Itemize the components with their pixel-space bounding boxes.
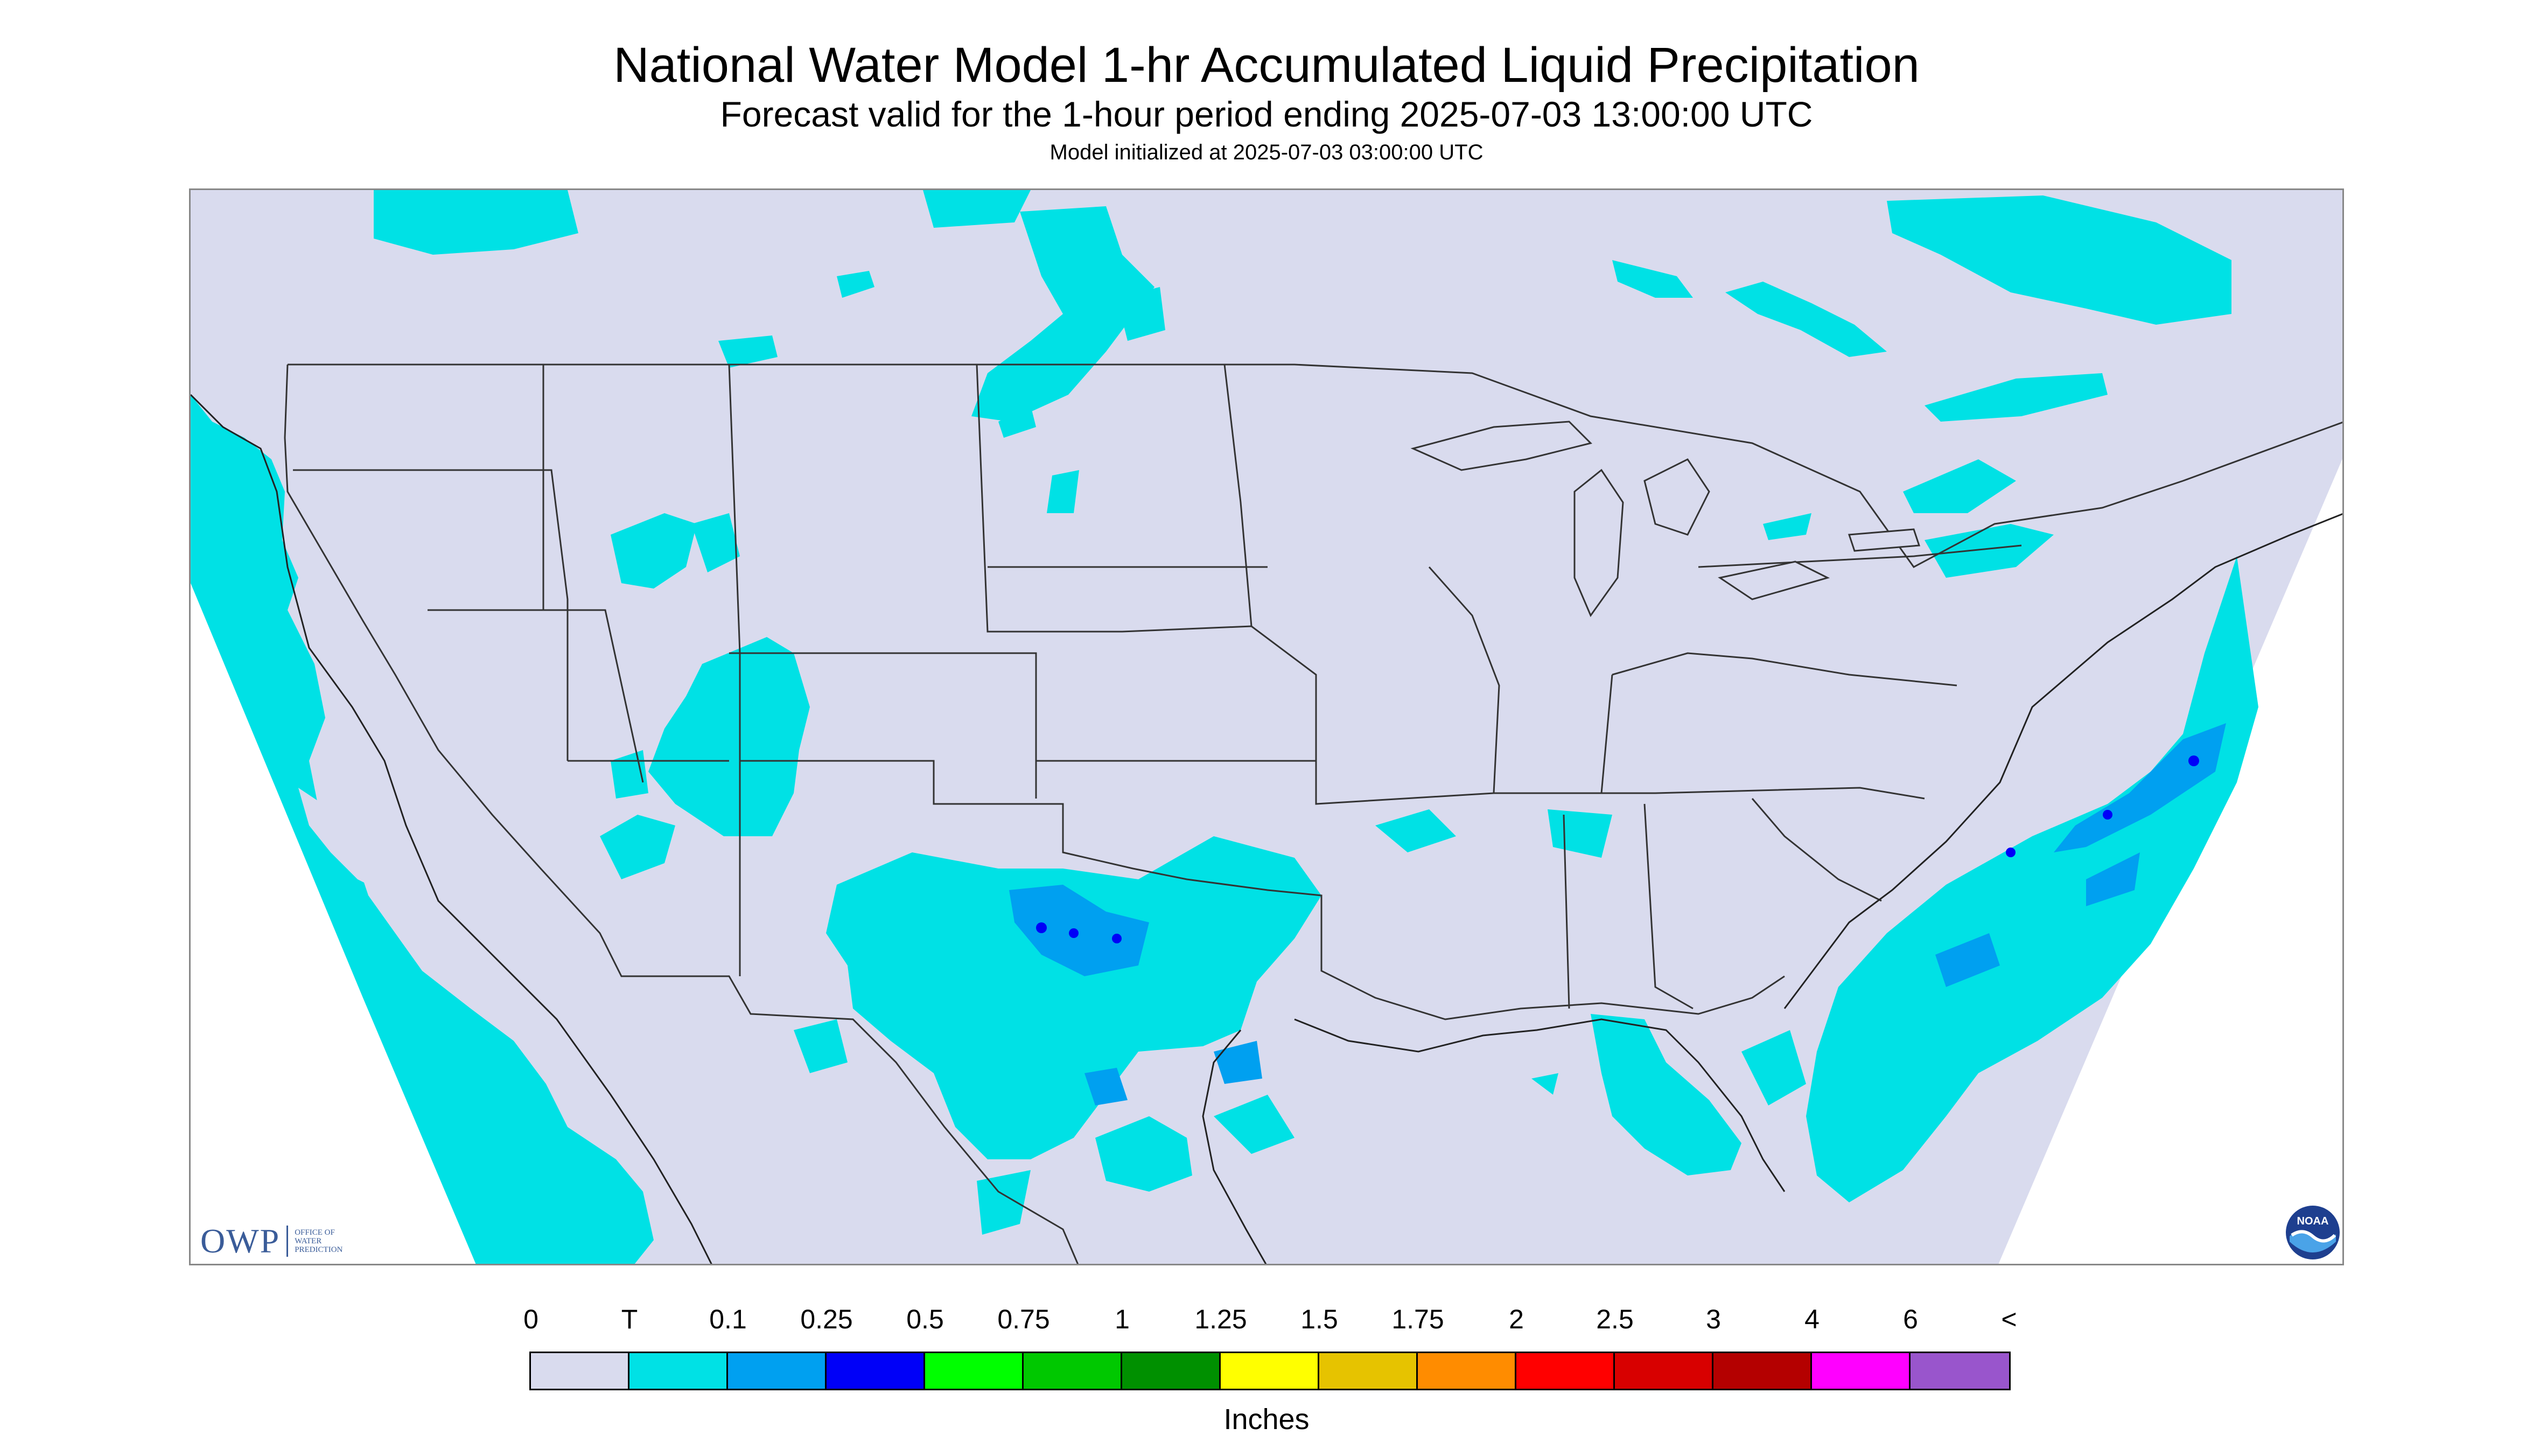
- legend-label: 1.75: [1391, 1304, 1444, 1334]
- legend-swatch: [1615, 1353, 1713, 1389]
- texas-heavy-precip: [1009, 885, 1262, 1105]
- legend-label: 0.25: [800, 1304, 853, 1334]
- legend-label: 1: [1115, 1304, 1130, 1334]
- legend-swatch: [1122, 1353, 1221, 1389]
- owp-logo-mark: OWP: [200, 1222, 281, 1260]
- owp-logo-line: WATER: [295, 1237, 322, 1245]
- atlantic-heavy-precip: [1935, 723, 2226, 987]
- legend-swatch: [1911, 1353, 2009, 1389]
- legend-swatch: [1221, 1353, 1319, 1389]
- precipitation-map: [189, 188, 2344, 1265]
- map-title: National Water Model 1-hr Accumulated Li…: [613, 38, 1920, 93]
- coastlines: [191, 394, 2342, 1264]
- map-canvas: [191, 190, 2342, 1264]
- legend-swatch: [728, 1353, 827, 1389]
- legend-swatch: [629, 1353, 728, 1389]
- legend-label: T: [621, 1304, 638, 1334]
- legend-labels: 0 T 0.1 0.25 0.5 0.75 1 1.25 1.5 1.75 2 2.5 3 4 6 <: [0, 1303, 2533, 1341]
- legend-label: 2: [1509, 1304, 1524, 1334]
- texas-core-precip: [1036, 922, 1122, 943]
- great-lakes: [1410, 421, 1921, 618]
- owp-logo-line: PREDICTION: [295, 1245, 343, 1254]
- owp-logo-text: OFFICE OF WATER PREDICTION: [295, 1228, 375, 1254]
- model-domain: [191, 190, 2342, 1264]
- legend-swatch: [1319, 1353, 1418, 1389]
- legend-label: 0.1: [709, 1304, 747, 1334]
- west-precip-patches: [600, 470, 1079, 879]
- noaa-seal-icon: NOAA: [2286, 1206, 2340, 1259]
- legend-swatch: [531, 1353, 629, 1389]
- legend-label: 2.5: [1596, 1304, 1634, 1334]
- svg-text:NOAA: NOAA: [2297, 1215, 2329, 1227]
- model-init-time: Model initialized at 2025-07-03 03:00:00…: [1049, 141, 1484, 164]
- legend-swatch: [1516, 1353, 1615, 1389]
- legend-label: 1.25: [1194, 1304, 1247, 1334]
- legend-label: 0.75: [997, 1304, 1050, 1334]
- legend-swatch: [1713, 1353, 1812, 1389]
- legend-swatch: [1024, 1353, 1122, 1389]
- atlantic-core-precip: [2006, 755, 2199, 857]
- legend-swatch: [1418, 1353, 1516, 1389]
- atlantic-precip-band: [1806, 556, 2258, 1202]
- precip-color-scale: [529, 1352, 2011, 1390]
- legend-units: Inches: [1223, 1403, 1310, 1436]
- owp-logo: OWP OFFICE OF WATER PREDICTION: [200, 1221, 375, 1261]
- texas-precip-patches: [794, 809, 1612, 1235]
- legend-label: 0: [523, 1304, 538, 1334]
- legend-swatch: [827, 1353, 925, 1389]
- north-precip-patches: [374, 190, 1165, 438]
- pacific-precip-inner: [298, 788, 379, 890]
- legend-label: 4: [1804, 1304, 1820, 1334]
- legend-label: 3: [1706, 1304, 1721, 1334]
- map-subtitle: Forecast valid for the 1-hour period end…: [720, 94, 1813, 134]
- legend-swatch: [925, 1353, 1024, 1389]
- legend-label: <: [2001, 1304, 2017, 1334]
- florida-precip-patches: [1531, 1014, 1806, 1175]
- northeast-precip-patches: [1612, 195, 2231, 578]
- owp-logo-line: OFFICE OF: [295, 1228, 335, 1237]
- legend-swatch: [1812, 1353, 1911, 1389]
- legend-label: 1.5: [1300, 1304, 1338, 1334]
- legend-label: 6: [1903, 1304, 1918, 1334]
- political-boundaries: [284, 363, 2342, 1264]
- owp-logo-divider: [286, 1226, 289, 1257]
- pacific-precip-swath: [191, 395, 654, 1264]
- legend-label: 0.5: [906, 1304, 944, 1334]
